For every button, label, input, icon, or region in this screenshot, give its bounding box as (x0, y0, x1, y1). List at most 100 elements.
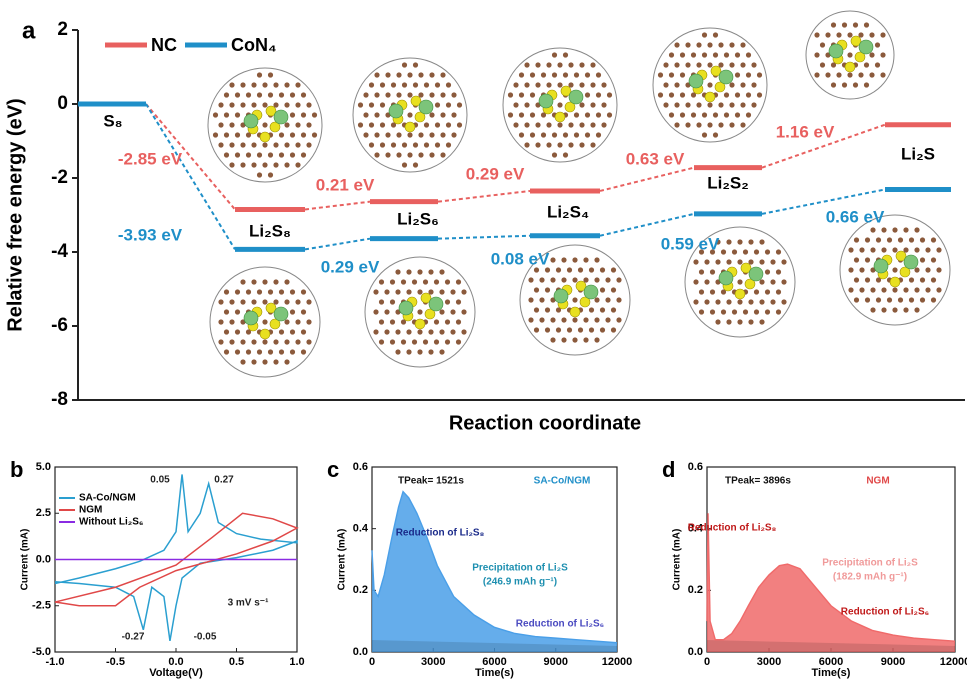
carbon-atom (295, 122, 301, 128)
carbon-atom (400, 279, 407, 285)
carbon-atom (544, 267, 551, 273)
carbon-atom (748, 259, 754, 265)
carbon-atom (295, 102, 301, 108)
carbon-atom (251, 102, 257, 108)
carbon-atom (590, 102, 596, 108)
carbon-atom (223, 329, 230, 335)
carbon-atom (456, 122, 463, 128)
sulfur-atom (734, 288, 746, 300)
carbon-atom (306, 319, 312, 325)
carbon-atom (428, 329, 434, 335)
lithium-atom (688, 73, 704, 89)
carbon-atom (429, 152, 435, 158)
y-tick-label: 0 (57, 93, 68, 114)
carbon-atom (262, 359, 268, 365)
y-tick-label: 0.0 (353, 646, 368, 658)
carbon-atom (880, 32, 886, 38)
carbon-atom (223, 309, 230, 315)
carbon-atom (218, 319, 224, 325)
molecule (352, 57, 468, 173)
carbon-atom (709, 309, 716, 315)
sulfur-atom (895, 250, 907, 262)
carbon-atom (561, 337, 567, 343)
carbon-atom (428, 349, 434, 355)
carbon-atom (819, 42, 826, 48)
carbon-atom (610, 267, 617, 273)
carbon-atom (300, 152, 307, 158)
carbon-atom (869, 52, 875, 58)
carbon-atom (378, 279, 385, 285)
carbon-atom (847, 32, 853, 38)
carbon-atom (544, 307, 551, 313)
carbon-atom (781, 279, 787, 285)
carbon-atom (544, 327, 551, 333)
carbon-atom (234, 132, 241, 138)
carbon-atom (557, 62, 563, 68)
carbon-atom (396, 152, 402, 158)
carbon-atom (696, 122, 702, 128)
carbon-atom (595, 112, 602, 118)
y-tick-label: 2.5 (36, 507, 51, 519)
cv-curve (54, 474, 298, 642)
carbon-atom (533, 327, 540, 333)
lithium-atom (243, 310, 259, 326)
carbon-atom (566, 267, 573, 273)
carbon-atom (428, 289, 434, 295)
x-tick-label: 0.5 (229, 656, 244, 668)
lithium-atom (828, 43, 844, 59)
carbon-atom (737, 299, 743, 305)
carbon-atom (696, 42, 702, 48)
lithium-atom (388, 103, 404, 119)
carbon-atom (229, 122, 235, 128)
panel-label: a (22, 17, 36, 44)
carbon-atom (848, 287, 854, 293)
carbon-atom (528, 277, 534, 283)
carbon-atom (720, 249, 727, 255)
molecule (209, 266, 321, 378)
sulfur-atom (850, 35, 862, 47)
carbon-atom (561, 317, 567, 323)
carbon-atom (568, 122, 574, 128)
carbon-atom (529, 132, 536, 138)
carbon-atom (461, 329, 467, 335)
carbon-atom (374, 152, 380, 158)
carbon-atom (572, 317, 578, 323)
molecule (684, 226, 796, 338)
x-tick-label: 3000 (421, 656, 445, 668)
carbon-atom (734, 72, 741, 78)
carbon-atom (599, 267, 606, 273)
carbon-atom (539, 297, 545, 303)
x-tick-label: 0.0 (168, 656, 183, 668)
carbon-atom (400, 339, 407, 345)
carbon-atom (577, 327, 584, 333)
carbon-atom (429, 112, 435, 118)
carbon-atom (306, 102, 312, 108)
carbon-atom (439, 309, 445, 315)
carbon-atom (830, 22, 837, 28)
sulfur-atom (579, 296, 591, 308)
carbon-atom (668, 112, 675, 118)
carbon-atom (311, 112, 318, 118)
carbon-atom (886, 237, 893, 243)
carbon-atom (729, 122, 735, 128)
sulfur-atom (424, 308, 436, 320)
carbon-atom (407, 132, 413, 138)
carbon-atom (273, 102, 279, 108)
carbon-atom (853, 237, 860, 243)
y-tick-label: 0.2 (688, 584, 703, 596)
carbon-atom (759, 259, 765, 265)
carbon-atom (256, 92, 263, 98)
lithium-atom (858, 39, 874, 55)
carbon-atom (412, 142, 419, 148)
carbon-atom (267, 289, 274, 295)
carbon-atom (775, 289, 782, 295)
carbon-atom (819, 62, 826, 68)
carbon-atom (300, 92, 307, 98)
carbon-atom (262, 339, 268, 345)
carbon-atom (450, 329, 456, 335)
energy-annotation: 0.63 eV (626, 149, 685, 168)
carbon-atom (718, 42, 724, 48)
carbon-atom (734, 112, 741, 118)
carbon-atom (284, 359, 290, 365)
lithium-atom (718, 270, 734, 286)
